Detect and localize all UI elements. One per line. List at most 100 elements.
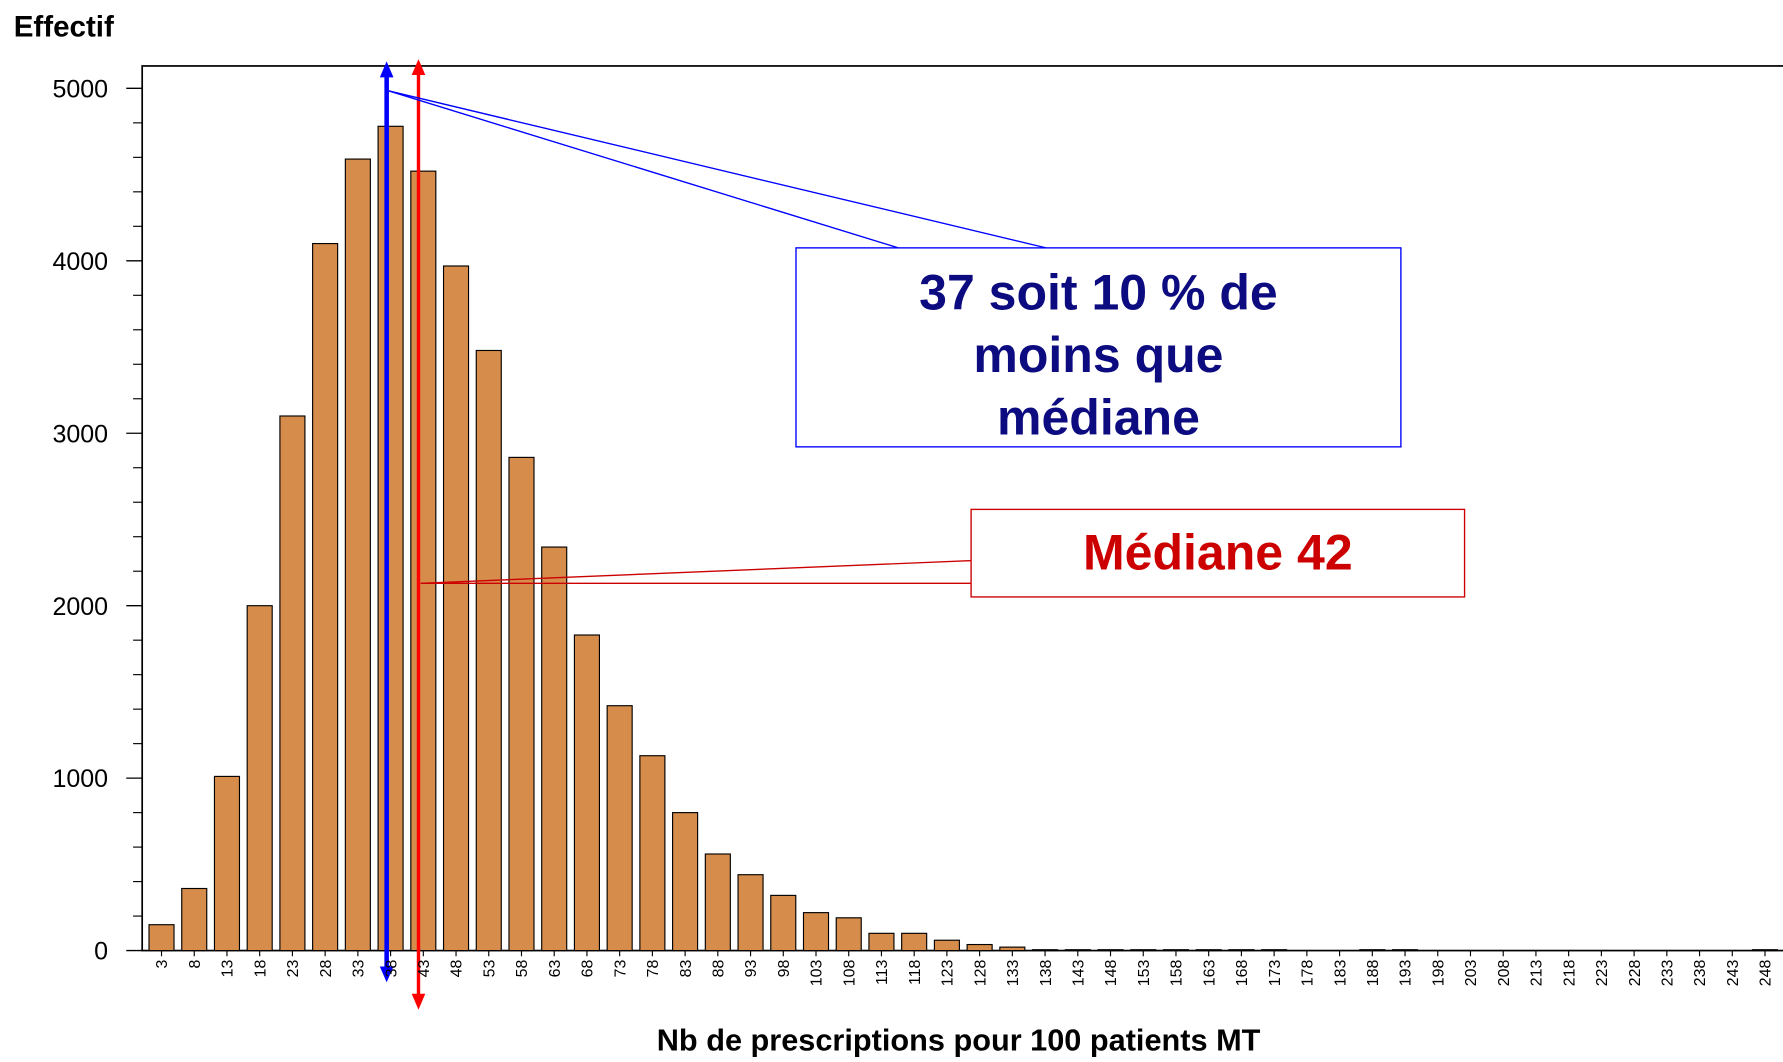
bar — [999, 946, 1026, 952]
x-tick-label: 98 — [776, 960, 793, 978]
bar — [835, 917, 862, 952]
bar — [213, 775, 241, 952]
bar — [802, 912, 830, 952]
bar — [770, 894, 797, 952]
x-tick-label: 48 — [449, 960, 466, 978]
x-tick-label: 28 — [318, 960, 335, 978]
x-tick-label: 23 — [285, 960, 302, 978]
bar — [639, 755, 666, 952]
x-tick-label: 123 — [940, 960, 957, 987]
annotation-box — [795, 247, 1402, 448]
x-tick-label: 88 — [711, 960, 728, 978]
arrow-head — [379, 61, 394, 78]
bar — [966, 943, 993, 952]
bar — [442, 265, 470, 952]
x-tick-label: 68 — [580, 960, 597, 978]
y-tick-label: 1000 — [52, 765, 108, 793]
bar — [1391, 949, 1419, 952]
x-tick-label: 128 — [972, 960, 989, 987]
bar — [933, 939, 960, 952]
bar — [148, 924, 175, 952]
arrow-head — [379, 966, 394, 983]
x-tick-label: 133 — [1005, 960, 1022, 987]
x-tick-label: 168 — [1234, 960, 1251, 987]
x-tick-label: 178 — [1300, 960, 1317, 987]
x-tick-label: 53 — [481, 960, 498, 978]
x-tick-label: 3 — [154, 960, 171, 969]
bar — [1751, 949, 1779, 952]
x-tick-label: 153 — [1136, 960, 1153, 987]
bar — [1031, 949, 1059, 952]
x-tick-label: 223 — [1594, 960, 1611, 987]
x-tick-label: 238 — [1692, 960, 1709, 987]
bar — [1162, 949, 1190, 952]
y-tick-label: 5000 — [52, 75, 108, 103]
bar — [181, 887, 208, 952]
y-axis-title: Effectif — [14, 10, 114, 43]
x-tick-label: 103 — [809, 960, 826, 987]
x-tick-label: 78 — [645, 960, 662, 978]
bar — [475, 349, 502, 952]
bar — [1064, 949, 1091, 952]
bar — [541, 546, 568, 952]
bar — [737, 874, 764, 952]
bar — [1195, 949, 1222, 952]
x-tick-label: 183 — [1332, 960, 1349, 987]
x-tick-label: 233 — [1660, 960, 1677, 987]
x-tick-label: 213 — [1529, 960, 1546, 987]
x-axis-title: Nb de prescriptions pour 100 patients MT — [657, 1023, 1261, 1058]
bar — [1228, 949, 1255, 952]
annotation-box — [970, 508, 1466, 598]
x-tick-label: 158 — [1169, 960, 1186, 987]
annotation-text: moins que — [973, 327, 1223, 383]
bar — [606, 705, 633, 952]
bar — [1130, 949, 1157, 952]
x-tick-label: 248 — [1758, 960, 1775, 987]
y-tick-label: 4000 — [52, 248, 108, 276]
x-tick-label: 228 — [1627, 960, 1644, 987]
annotation-text: médiane — [997, 389, 1200, 445]
annotation-text: Médiane 42 — [1083, 525, 1353, 581]
x-tick-label: 143 — [1070, 960, 1087, 987]
x-tick-label: 38 — [383, 960, 400, 978]
x-tick-label: 108 — [841, 960, 858, 987]
bar — [377, 125, 404, 952]
bar — [573, 634, 601, 952]
annotation-text: 37 soit 10 % de — [919, 264, 1278, 320]
bar — [508, 456, 535, 952]
bar — [410, 170, 437, 952]
leader-line — [420, 559, 973, 584]
x-tick-label: 193 — [1398, 960, 1415, 987]
x-tick-label: 188 — [1365, 960, 1382, 987]
y-tick-label: 0 — [94, 938, 108, 966]
bars — [148, 125, 1779, 952]
arrow-head — [411, 993, 426, 1010]
bar — [312, 242, 339, 952]
x-tick-label: 33 — [351, 960, 368, 978]
bar — [704, 853, 731, 952]
bar — [901, 932, 928, 952]
bar — [279, 415, 306, 952]
y-tick-label: 2000 — [52, 593, 108, 621]
x-tick-label: 173 — [1267, 960, 1284, 987]
x-tick-label: 63 — [547, 960, 564, 978]
leader-line — [388, 90, 899, 249]
x-tick-label: 118 — [907, 960, 924, 986]
bar — [246, 605, 273, 952]
x-tick-label: 243 — [1725, 960, 1742, 987]
bar — [1097, 949, 1124, 952]
x-tick-label: 198 — [1430, 960, 1447, 987]
arrow-head — [411, 59, 426, 76]
x-tick-label: 163 — [1201, 960, 1218, 987]
x-tick-label: 203 — [1463, 960, 1480, 987]
leader-line — [388, 90, 1047, 249]
bar — [344, 158, 371, 952]
x-tick-label: 218 — [1561, 960, 1578, 987]
x-tick-label: 43 — [416, 960, 433, 978]
x-tick-label: 73 — [612, 960, 629, 978]
bar — [1359, 949, 1386, 952]
x-tick-label: 138 — [1038, 960, 1055, 987]
x-tick-label: 13 — [220, 960, 237, 978]
